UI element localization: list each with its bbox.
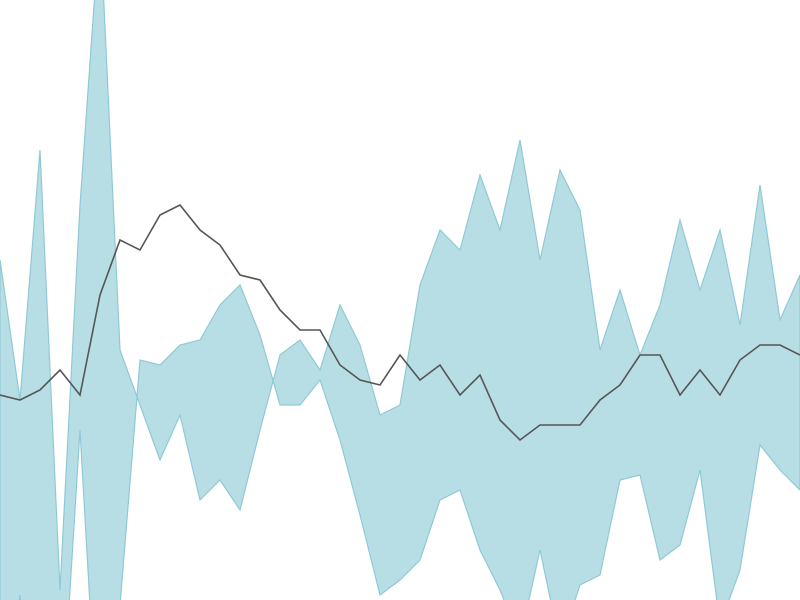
range-chart: [0, 0, 800, 600]
confidence-band: [0, 0, 800, 600]
